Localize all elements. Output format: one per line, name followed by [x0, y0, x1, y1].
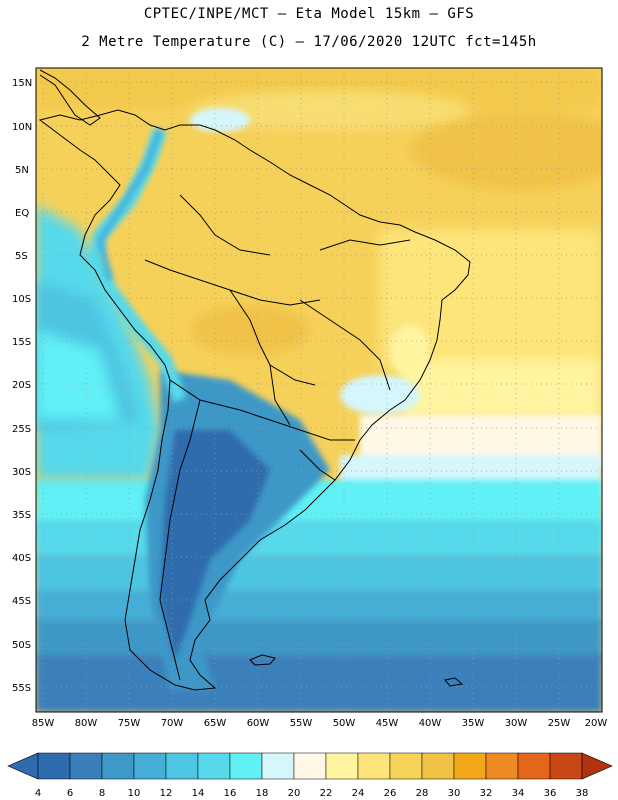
colorbar-box [421, 752, 455, 780]
lon-label: 35W [462, 718, 485, 729]
colorbar-label: 16 [224, 788, 237, 799]
latitude-labels: 15N 10N 5N EQ 5S 10S 15S 20S 25S 30S 35S… [12, 78, 32, 694]
lat-label: 30S [12, 467, 31, 478]
lon-label: 80W [75, 718, 98, 729]
longitude-labels: 85W 80W 75W 70W 65W 60W 55W 50W 45W 40W … [32, 718, 608, 729]
lat-label: 10N [12, 122, 32, 133]
colorbar-low-arrow [7, 752, 39, 780]
lat-label: 50S [12, 640, 31, 651]
colorbar-label: 18 [256, 788, 269, 799]
colorbar-box [261, 752, 295, 780]
lon-label: 65W [204, 718, 227, 729]
lat-label: 5N [15, 165, 29, 176]
colorbar-label: 4 [35, 788, 41, 799]
lat-label: EQ [15, 208, 29, 219]
map-frame [35, 67, 603, 713]
colorbar-label: 20 [288, 788, 301, 799]
lat-label: 45S [12, 596, 31, 607]
coastlines-borders [38, 69, 471, 691]
lon-label: 60W [247, 718, 270, 729]
colorbar-box [325, 752, 359, 780]
colorbar-box [517, 752, 551, 780]
colorbar-box [197, 752, 231, 780]
lat-label: 15S [12, 337, 31, 348]
lon-label: 55W [290, 718, 313, 729]
lat-label: 5S [15, 251, 28, 262]
lon-label: 20W [585, 718, 608, 729]
lat-label: 55S [12, 683, 31, 694]
lat-label: 20S [12, 380, 31, 391]
colorbar-label: 26 [384, 788, 397, 799]
lon-label: 85W [32, 718, 55, 729]
colorbar-label: 30 [448, 788, 461, 799]
lon-label: 50W [333, 718, 356, 729]
lat-label: 40S [12, 553, 31, 564]
colorbar-box [229, 752, 263, 780]
colorbar-label: 14 [192, 788, 205, 799]
colorbar-box [389, 752, 423, 780]
map-title: CPTEC/INPE/MCT – Eta Model 15km – GFS [143, 6, 475, 22]
colorbar-box [357, 752, 391, 780]
colorbar-labels: 4 6 8 10 12 14 16 18 20 22 24 26 28 30 32 34 36 38 [35, 788, 589, 799]
colorbar-box [165, 752, 199, 780]
colorbar-box [293, 752, 327, 780]
colorbar-label: 28 [416, 788, 429, 799]
lon-label: 70W [161, 718, 184, 729]
colorbar-box [69, 752, 103, 780]
colorbar-label: 24 [352, 788, 365, 799]
colorbar-label: 22 [320, 788, 333, 799]
colorbar-box [485, 752, 519, 780]
lat-label: 15N [12, 78, 32, 89]
colorbar-label: 34 [512, 788, 525, 799]
map-subtitle: 2 Metre Temperature (C) – 17/06/2020 12U… [81, 34, 537, 50]
colorbar-label: 6 [67, 788, 73, 799]
colorbar-label: 36 [544, 788, 557, 799]
colorbar-high-arrow [581, 752, 613, 780]
lat-label: 35S [12, 510, 31, 521]
lon-label: 45W [376, 718, 399, 729]
lon-label: 30W [505, 718, 528, 729]
colorbar-box [133, 752, 167, 780]
colorbar-label: 10 [128, 788, 141, 799]
colorbar-label: 8 [99, 788, 105, 799]
colorbar-label: 12 [160, 788, 173, 799]
colorbar-box [37, 752, 71, 780]
colorbar-box [453, 752, 487, 780]
colorbar-label: 32 [480, 788, 493, 799]
lon-label: 25W [548, 718, 571, 729]
temperature-field [36, 68, 602, 712]
lat-label: 25S [12, 424, 31, 435]
colorbar-box [549, 752, 583, 780]
colorbar: 4 6 8 10 12 14 16 18 20 22 24 26 28 30 32 34 36 38 [7, 752, 613, 799]
lon-label: 40W [419, 718, 442, 729]
lat-label: 10S [12, 294, 31, 305]
colorbar-boxes [37, 752, 583, 780]
lon-label: 75W [118, 718, 141, 729]
colorbar-box [101, 752, 135, 780]
colorbar-label: 38 [576, 788, 589, 799]
